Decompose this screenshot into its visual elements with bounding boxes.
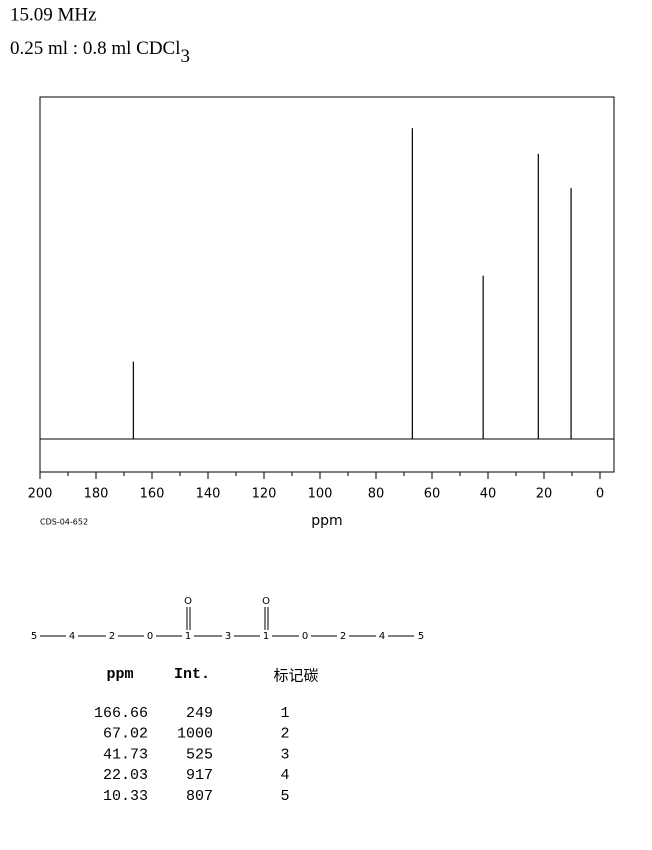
catalog-code: CDS-04-652: [40, 518, 88, 527]
table-header: 标记碳: [273, 667, 318, 685]
x-tick-label: 200: [28, 487, 53, 502]
atom: 0: [302, 631, 308, 642]
atom: O: [262, 596, 270, 607]
x-axis-label: ppm: [311, 513, 342, 529]
ppm-cell: 67.02: [103, 726, 148, 743]
structure: 5 4 2 0 1 3 1 0 2 4 5 O O: [31, 596, 424, 642]
table-header: Int.: [174, 666, 210, 683]
frequency: 15.09 MHz: [10, 4, 97, 25]
carbon-cell: 5: [280, 788, 289, 805]
atom: 5: [31, 631, 37, 642]
solvent: 0.25 ml : 0.8 ml CDCl3: [10, 38, 190, 67]
x-tick-label: 20: [536, 487, 553, 502]
solvent-subscript: 3: [181, 46, 191, 67]
atom: O: [184, 596, 192, 607]
atom: 5: [418, 631, 424, 642]
intensity-cell: 917: [186, 767, 213, 784]
atom: 4: [69, 631, 75, 642]
carbon-cell: 2: [280, 726, 289, 743]
carbon-cell: 3: [280, 746, 289, 763]
intensity-cell: 1000: [177, 726, 213, 743]
peak-table: ppm Int. 标记碳 166.66 249 167.02 1000 241.73 52…: [94, 666, 319, 805]
x-tick-label: 80: [368, 487, 385, 502]
x-tick-label: 60: [424, 487, 441, 502]
plot-frame: [39, 96, 615, 473]
atom: 2: [340, 631, 346, 642]
ppm-cell: 166.66: [94, 705, 148, 722]
ppm-cell: 10.33: [103, 788, 148, 805]
atom: 3: [225, 631, 231, 642]
table-header: ppm: [106, 666, 133, 683]
intensity-cell: 525: [186, 746, 213, 763]
carbon-cell: 4: [280, 767, 289, 784]
x-tick-label: 140: [196, 487, 221, 502]
atom: 1: [263, 631, 269, 642]
carbon-cell: 1: [280, 705, 289, 722]
x-tick-label: 120: [252, 487, 277, 502]
atom: 2: [109, 631, 115, 642]
ppm-cell: 22.03: [103, 767, 148, 784]
x-tick-label: 180: [84, 487, 109, 502]
x-tick-label: 100: [308, 487, 333, 502]
intensity-cell: 249: [186, 705, 213, 722]
solvent-text: 0.25 ml : 0.8 ml CDCl: [10, 38, 181, 59]
intensity-cell: 807: [186, 788, 213, 805]
x-tick-label: 160: [140, 487, 165, 502]
x-tick-label: 40: [480, 487, 497, 502]
ppm-cell: 41.73: [103, 746, 148, 763]
atom: 1: [185, 631, 191, 642]
x-tick-label: 0: [596, 487, 604, 502]
atom: 0: [147, 631, 153, 642]
atom: 4: [379, 631, 385, 642]
